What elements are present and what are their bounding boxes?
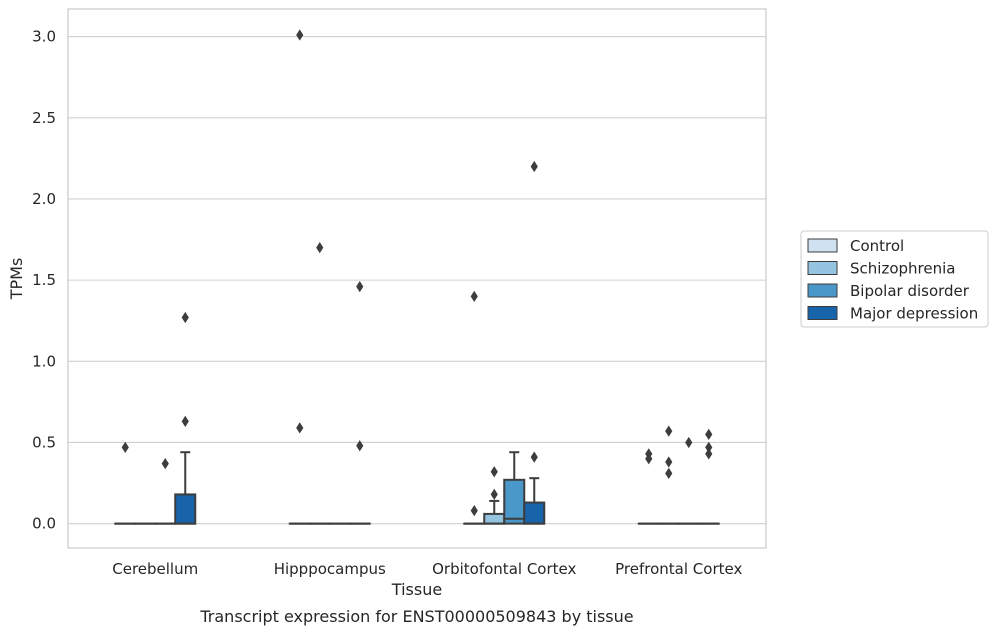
outlier-point xyxy=(181,415,189,427)
box-group xyxy=(288,29,311,525)
outlier-point xyxy=(665,467,673,479)
outlier-point xyxy=(645,453,653,465)
outlier-point xyxy=(685,436,693,449)
legend-swatch xyxy=(807,283,838,298)
box-group xyxy=(483,466,506,525)
box-body xyxy=(523,501,546,525)
outlier-point xyxy=(161,457,169,470)
box-body xyxy=(174,493,197,525)
legend: Control Schizophrenia Bipolar disorder Majo… xyxy=(800,230,989,328)
outlier-point xyxy=(356,280,364,293)
box-group xyxy=(677,436,700,525)
y-tick-label: 0.5 xyxy=(32,433,56,451)
y-tick-label: 1.0 xyxy=(32,352,56,370)
legend-label: Bipolar disorder xyxy=(850,282,970,300)
legend-swatch xyxy=(807,238,838,253)
outlier-point xyxy=(665,425,673,437)
outlier-point xyxy=(490,488,498,501)
box-group xyxy=(637,448,660,525)
box-group xyxy=(697,428,720,525)
outlier-point xyxy=(316,242,324,254)
legend-swatch xyxy=(807,306,838,320)
legend-frame xyxy=(800,230,989,328)
outlier-point xyxy=(530,160,538,173)
y-tick-label: 0.0 xyxy=(32,515,56,533)
outlier-point xyxy=(470,290,478,302)
plot-frame xyxy=(67,8,767,549)
y-axis-label: TPMs xyxy=(7,258,26,301)
outlier-point xyxy=(121,441,129,453)
box-layer xyxy=(114,29,720,525)
chart-caption: Transcript expression for ENST0000050984… xyxy=(199,607,633,626)
outlier-point xyxy=(705,428,713,440)
outlier-point xyxy=(530,451,538,463)
outlier-point xyxy=(705,448,713,460)
box-group xyxy=(174,311,197,525)
box-group xyxy=(114,441,137,525)
box-group xyxy=(308,242,331,525)
outlier-point xyxy=(705,441,713,453)
outlier-point xyxy=(296,29,304,41)
x-axis-label: Tissue xyxy=(391,580,442,599)
y-tick-label: 2.0 xyxy=(32,190,56,208)
y-tick-label: 2.5 xyxy=(32,109,56,127)
legend-swatch xyxy=(807,261,838,275)
y-tick-label: 1.5 xyxy=(32,271,56,289)
outlier-point xyxy=(665,456,673,468)
box-group xyxy=(657,425,680,525)
x-tick-label: Hipppocampus xyxy=(274,560,386,578)
y-tick-labels: 0.0 0.5 1.0 1.5 2.0 2.5 3.0 xyxy=(32,28,56,533)
legend-label: Schizophrenia xyxy=(850,260,955,278)
legend-label: Major depression xyxy=(850,305,978,323)
box-body xyxy=(483,512,506,525)
legend-label: Control xyxy=(850,237,904,255)
y-tick-label: 3.0 xyxy=(32,28,56,46)
box-group xyxy=(348,280,371,525)
outlier-point xyxy=(181,311,189,324)
box-group xyxy=(463,290,486,525)
box-group xyxy=(503,451,526,525)
x-tick-labels: Cerebellum Hipppocampus Orbitofontal Corte… xyxy=(112,560,742,578)
grid-lines xyxy=(68,36,766,525)
outlier-point xyxy=(356,440,364,452)
outlier-point xyxy=(296,422,304,434)
outlier-point xyxy=(490,466,498,478)
x-tick-label: Cerebellum xyxy=(112,560,198,578)
box-group xyxy=(154,457,177,525)
box-body xyxy=(503,478,526,525)
x-tick-label: Prefrontal Cortex xyxy=(615,560,742,578)
outlier-point xyxy=(470,505,478,517)
x-tick-label: Orbitofontal Cortex xyxy=(432,560,576,578)
box-group xyxy=(523,160,546,525)
